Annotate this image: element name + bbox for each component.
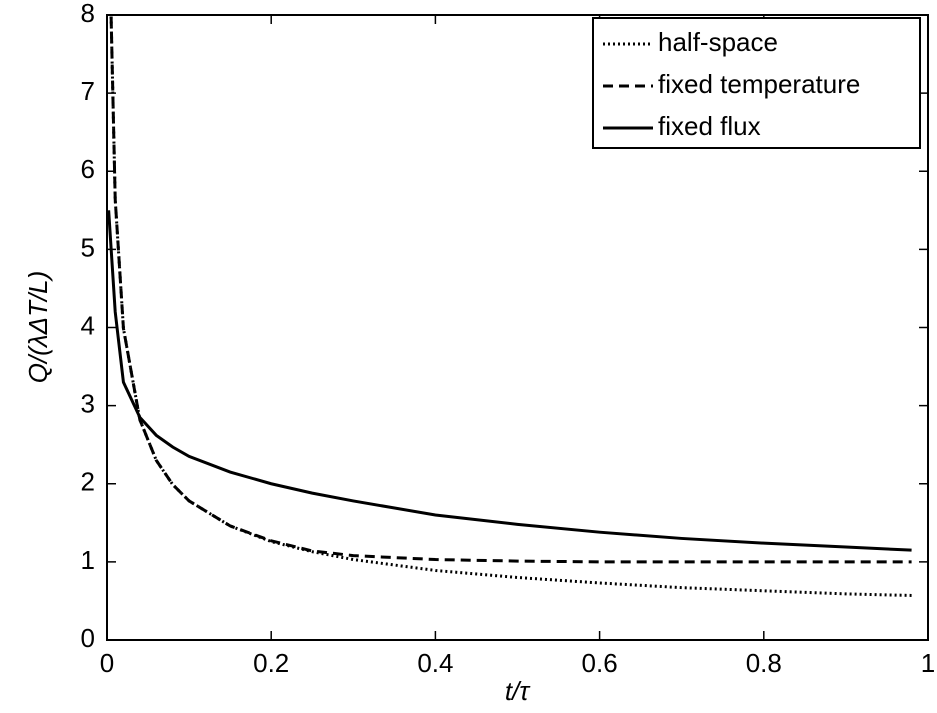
y-tick-label: 7 bbox=[81, 76, 95, 106]
y-tick-label: 6 bbox=[81, 154, 95, 184]
x-tick-label: 0 bbox=[100, 648, 114, 678]
x-tick-label: 0.2 bbox=[253, 648, 289, 678]
y-tick-label: 2 bbox=[81, 467, 95, 497]
legend-label: fixed temperature bbox=[658, 69, 860, 99]
y-tick-label: 4 bbox=[81, 310, 95, 340]
x-tick-label: 0.4 bbox=[417, 648, 453, 678]
y-tick-label: 8 bbox=[81, 0, 95, 28]
line-series bbox=[109, 16, 912, 564]
x-tick-label: 0.6 bbox=[582, 648, 618, 678]
y-axis-label: Q/(λΔT/L) bbox=[23, 271, 53, 384]
line-series bbox=[109, 16, 912, 597]
x-tick-label: 1 bbox=[921, 648, 935, 678]
x-tick-label: 0.8 bbox=[746, 648, 782, 678]
y-tick-label: 1 bbox=[81, 545, 95, 575]
line-series bbox=[107, 210, 912, 552]
legend-label: fixed flux bbox=[658, 111, 761, 141]
legend-box bbox=[592, 17, 921, 149]
legend-label: half-space bbox=[658, 27, 778, 57]
y-tick-label: 5 bbox=[81, 232, 95, 262]
x-axis-label: t/τ bbox=[505, 676, 531, 706]
y-tick-label: 3 bbox=[81, 389, 95, 419]
y-tick-label: 0 bbox=[81, 623, 95, 653]
